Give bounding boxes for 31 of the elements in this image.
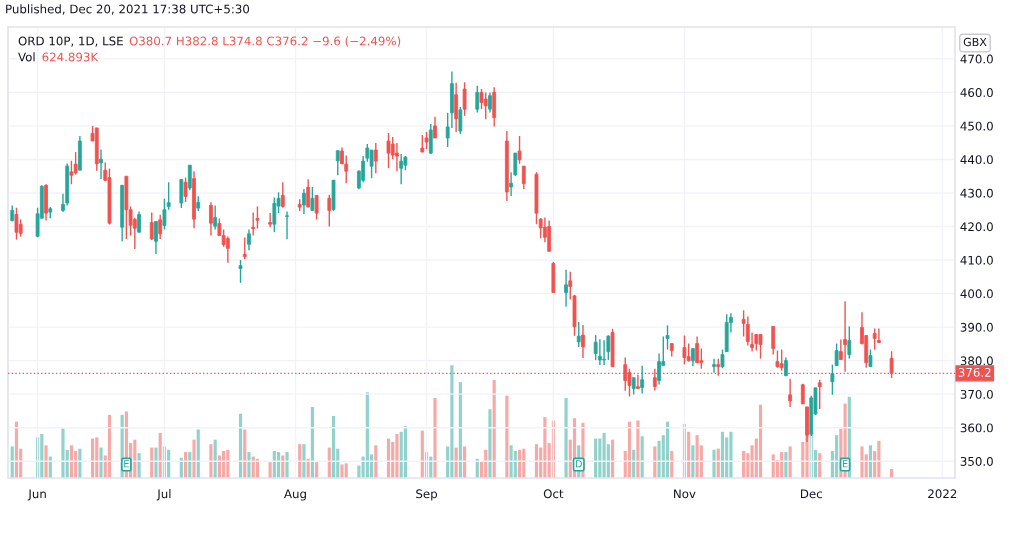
annotation: 624.893K [42,52,99,62]
y-tick-label: 440.0 [960,155,993,165]
y-tick-label: 390.0 [960,322,993,332]
y-tick-label: 360.0 [960,423,993,433]
y-tick-label: 430.0 [960,188,993,198]
ref-line-label: 376.2 [958,367,991,377]
x-tick-label: Dec [800,489,822,499]
x-tick-label: Jul [156,489,171,501]
text: Published, Dec 20, 2021 17:38 UTC+5:30 [6,4,250,15]
text: Vol [18,52,35,62]
x-tick-label: Aug [284,489,306,501]
y-tick-label: 450.0 [960,121,993,131]
x-tick-label: Sep [416,489,438,501]
x-tick-label: Nov [674,489,696,499]
y-tick-label: 460.0 [960,88,993,98]
x-tick-label: Oct [543,489,564,499]
x-tick-label: Jun [27,489,46,501]
y-tick-label: 410.0 [960,255,993,265]
y-tick-label: 350.0 [960,456,993,466]
y-axis-title: GBX [963,37,987,47]
y-tick-label: 400.0 [960,289,993,299]
annotation: E [124,460,129,468]
y-tick-label: 470.0 [960,54,993,64]
y-tick-label: 420.0 [960,222,993,232]
annotation: D [575,460,582,468]
annotation: E [842,460,848,468]
annotation: O380.7 H382.8 L374.8 C376.2 −9.6 (−2.49%) [129,36,401,47]
y-tick-label: 380.0 [960,356,993,366]
text: ORD 10P, 1D, LSE [18,36,123,47]
y-tick-label: 370.0 [960,389,993,399]
x-tick-label: 2022 [928,489,957,499]
